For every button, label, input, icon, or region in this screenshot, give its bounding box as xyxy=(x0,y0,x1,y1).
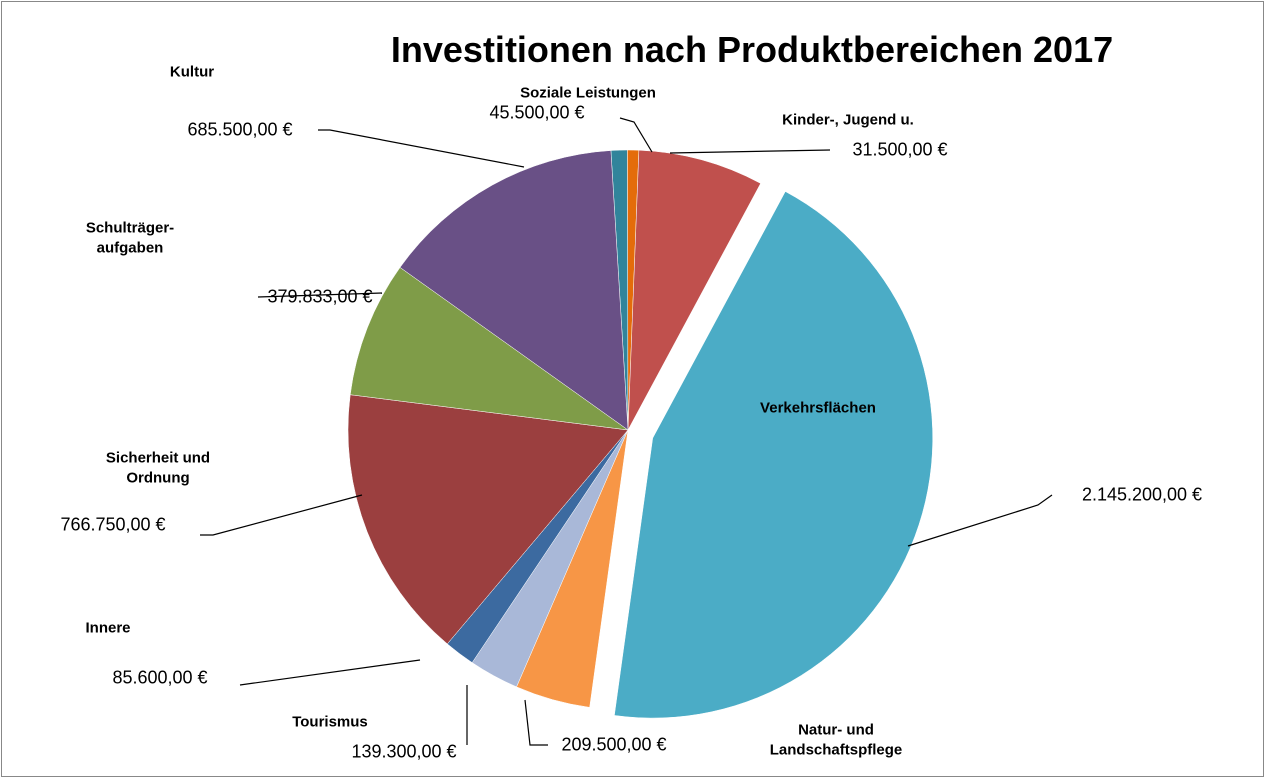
pie-slice xyxy=(347,394,629,645)
category-label: Tourismus xyxy=(292,713,368,731)
leader-line xyxy=(669,149,831,154)
value-label: 379.833,00 € xyxy=(267,286,373,307)
value-label: 139.300,00 € xyxy=(351,741,457,762)
category-label: Innere xyxy=(85,619,131,637)
value-label: 766.750,00 € xyxy=(60,514,166,535)
value-label: 45.500,00 € xyxy=(489,102,585,123)
leader-line xyxy=(907,494,1053,547)
pie-slice xyxy=(399,150,629,431)
value-label: 209.500,00 € xyxy=(561,734,667,755)
value-label: 31.500,00 € xyxy=(852,139,948,160)
category-label: Kinder-, Jugend u. xyxy=(782,111,914,129)
leader-line xyxy=(318,129,525,168)
category-label: Kultur xyxy=(169,63,215,81)
pie-slice xyxy=(349,267,629,431)
leader-line xyxy=(239,659,421,686)
value-label: 2.145.200,00 € xyxy=(1081,484,1203,505)
category-label: Sicherheit und Ordnung xyxy=(105,449,211,487)
value-label: 85.600,00 € xyxy=(112,667,208,688)
category-label: Verkehrsflächen xyxy=(760,399,876,417)
pie-slice xyxy=(627,149,761,431)
category-label: Schulträger- aufgaben xyxy=(85,219,175,257)
leader-line xyxy=(257,292,383,298)
leader-line xyxy=(524,699,548,746)
value-label: 685.500,00 € xyxy=(187,119,293,140)
chart-title: Investitionen nach Produktbereichen 2017 xyxy=(390,29,1114,70)
pie-slice xyxy=(614,191,933,719)
leader-line xyxy=(200,494,363,536)
category-label: Soziale Leistungen xyxy=(520,84,656,102)
leader-line xyxy=(619,117,653,153)
category-label: Natur- und Landschaftspflege xyxy=(769,721,903,759)
